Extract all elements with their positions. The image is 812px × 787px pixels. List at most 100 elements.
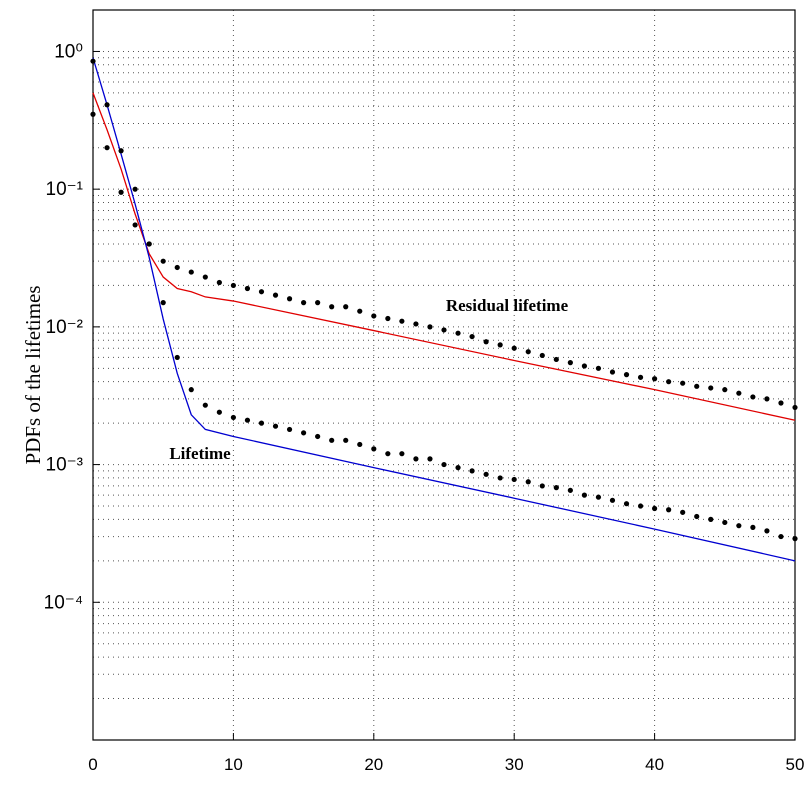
dot — [244, 417, 251, 423]
y-axis-label: PDFs of the lifetimes — [21, 285, 45, 464]
dot — [637, 503, 644, 509]
dot — [174, 264, 180, 271]
dot — [595, 365, 602, 371]
line — [92, 57, 796, 562]
dot — [497, 342, 503, 348]
dot — [736, 390, 742, 396]
dot — [539, 483, 545, 489]
dot — [609, 369, 616, 375]
dot — [90, 111, 96, 117]
dot — [371, 446, 377, 452]
dot — [413, 456, 419, 462]
dot — [315, 433, 321, 440]
dot — [750, 524, 756, 530]
dot — [652, 376, 658, 382]
dot — [90, 58, 96, 64]
annotation: Lifetime — [169, 444, 231, 463]
dot — [680, 380, 686, 386]
dot — [315, 300, 321, 306]
dot — [160, 258, 166, 264]
dot — [216, 409, 222, 415]
dot — [764, 528, 770, 534]
dot — [441, 461, 447, 468]
dot — [188, 269, 194, 275]
dot — [104, 102, 110, 108]
y-tick-label: 10⁻² — [46, 317, 84, 338]
dot — [399, 451, 405, 457]
dot — [623, 372, 630, 378]
dot — [483, 339, 489, 345]
dot — [778, 400, 784, 406]
dot — [301, 430, 307, 436]
dot — [637, 374, 644, 380]
dot — [455, 465, 461, 471]
dot — [132, 186, 138, 192]
plot-frame — [92, 9, 796, 741]
dot — [258, 289, 265, 295]
dot — [708, 385, 714, 391]
dot — [371, 313, 377, 319]
dot — [258, 420, 265, 426]
dot — [567, 487, 573, 493]
x-tick-label: 20 — [364, 755, 383, 774]
dot — [202, 274, 208, 280]
y-tick-label: 10⁰ — [54, 41, 83, 62]
dot — [525, 349, 531, 355]
dot — [385, 451, 391, 457]
dot — [750, 394, 756, 400]
line — [92, 92, 796, 421]
dot — [427, 324, 433, 330]
dot — [286, 426, 293, 433]
dot — [216, 279, 222, 286]
dot — [553, 485, 559, 491]
dot — [497, 475, 503, 481]
x-tick-label: 40 — [645, 755, 664, 774]
dot — [146, 241, 152, 247]
dot — [357, 308, 363, 314]
dot — [357, 441, 363, 448]
dot — [427, 456, 433, 462]
dot — [778, 533, 784, 540]
dot — [511, 476, 517, 483]
dot — [722, 387, 728, 393]
dot — [680, 509, 686, 515]
dot — [666, 379, 672, 385]
x-tick-label: 30 — [505, 755, 524, 774]
dot — [399, 318, 405, 324]
dot — [272, 423, 279, 429]
dot — [609, 497, 616, 503]
dot — [188, 387, 194, 393]
dot — [666, 507, 672, 513]
dot — [244, 285, 251, 292]
dot — [483, 471, 489, 477]
dot — [441, 327, 447, 333]
dot — [104, 145, 110, 151]
dot — [792, 536, 798, 542]
dot — [118, 148, 124, 154]
dot — [118, 189, 124, 195]
dot — [581, 492, 588, 498]
dot — [581, 363, 588, 369]
dot — [567, 360, 573, 366]
annotation: Residual lifetime — [446, 296, 569, 315]
dot — [764, 396, 770, 402]
dot — [553, 356, 559, 363]
dot — [652, 505, 658, 512]
dot — [623, 501, 630, 507]
dot — [736, 523, 742, 529]
y-tick-label: 10⁻⁴ — [44, 592, 83, 613]
dot — [174, 354, 180, 361]
dot — [539, 352, 545, 359]
dot — [708, 516, 714, 522]
dot — [413, 321, 419, 327]
dot — [202, 402, 208, 408]
dot — [694, 383, 700, 389]
dot — [455, 330, 461, 336]
dot — [230, 414, 236, 421]
y-tick-label: 10⁻³ — [46, 455, 84, 476]
y-tick-label: 10⁻¹ — [46, 179, 84, 200]
dot — [595, 494, 602, 500]
dot — [329, 304, 335, 310]
